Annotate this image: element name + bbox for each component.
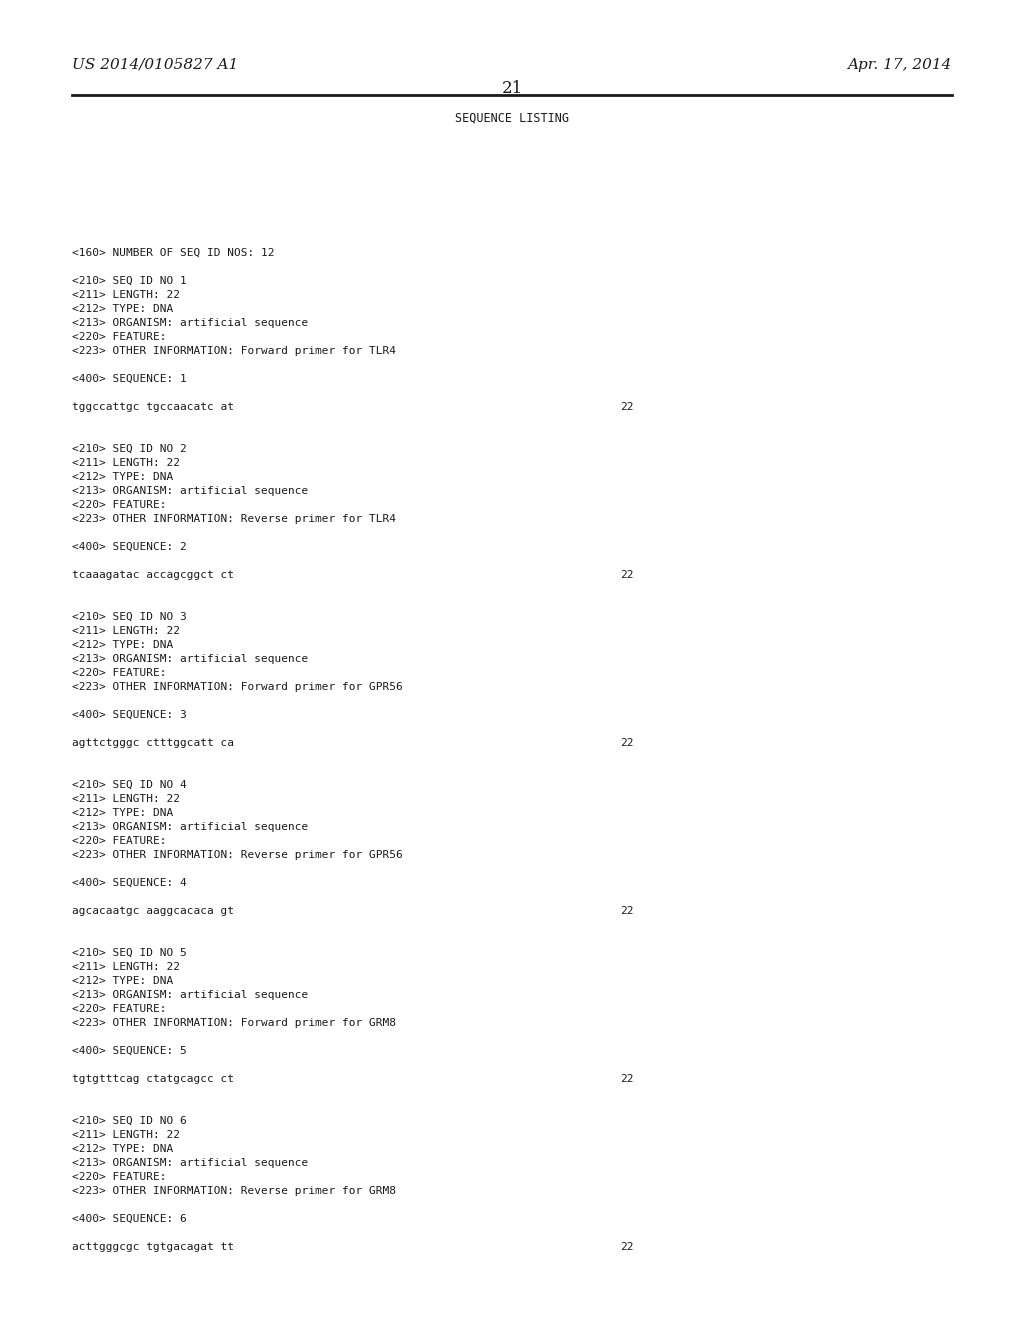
Text: <400> SEQUENCE: 4: <400> SEQUENCE: 4: [72, 878, 186, 888]
Text: <160> NUMBER OF SEQ ID NOS: 12: <160> NUMBER OF SEQ ID NOS: 12: [72, 248, 274, 257]
Text: 22: 22: [620, 403, 634, 412]
Text: <400> SEQUENCE: 1: <400> SEQUENCE: 1: [72, 374, 186, 384]
Text: tgtgtttcag ctatgcagcc ct: tgtgtttcag ctatgcagcc ct: [72, 1074, 234, 1084]
Text: <220> FEATURE:: <220> FEATURE:: [72, 668, 167, 678]
Text: <213> ORGANISM: artificial sequence: <213> ORGANISM: artificial sequence: [72, 1158, 308, 1168]
Text: <220> FEATURE:: <220> FEATURE:: [72, 836, 167, 846]
Text: agttctgggc ctttggcatt ca: agttctgggc ctttggcatt ca: [72, 738, 234, 748]
Text: <213> ORGANISM: artificial sequence: <213> ORGANISM: artificial sequence: [72, 318, 308, 327]
Text: <213> ORGANISM: artificial sequence: <213> ORGANISM: artificial sequence: [72, 990, 308, 1001]
Text: <210> SEQ ID NO 5: <210> SEQ ID NO 5: [72, 948, 186, 958]
Text: <212> TYPE: DNA: <212> TYPE: DNA: [72, 808, 173, 818]
Text: 22: 22: [620, 1074, 634, 1084]
Text: agcacaatgc aaggcacaca gt: agcacaatgc aaggcacaca gt: [72, 906, 234, 916]
Text: <212> TYPE: DNA: <212> TYPE: DNA: [72, 304, 173, 314]
Text: <400> SEQUENCE: 2: <400> SEQUENCE: 2: [72, 543, 186, 552]
Text: <223> OTHER INFORMATION: Forward primer for GPR56: <223> OTHER INFORMATION: Forward primer …: [72, 682, 402, 692]
Text: <220> FEATURE:: <220> FEATURE:: [72, 500, 167, 510]
Text: <220> FEATURE:: <220> FEATURE:: [72, 333, 167, 342]
Text: <213> ORGANISM: artificial sequence: <213> ORGANISM: artificial sequence: [72, 486, 308, 496]
Text: <220> FEATURE:: <220> FEATURE:: [72, 1172, 167, 1181]
Text: <210> SEQ ID NO 3: <210> SEQ ID NO 3: [72, 612, 186, 622]
Text: <212> TYPE: DNA: <212> TYPE: DNA: [72, 1144, 173, 1154]
Text: <400> SEQUENCE: 5: <400> SEQUENCE: 5: [72, 1045, 186, 1056]
Text: <212> TYPE: DNA: <212> TYPE: DNA: [72, 975, 173, 986]
Text: <211> LENGTH: 22: <211> LENGTH: 22: [72, 626, 180, 636]
Text: <212> TYPE: DNA: <212> TYPE: DNA: [72, 640, 173, 649]
Text: SEQUENCE LISTING: SEQUENCE LISTING: [455, 112, 569, 125]
Text: 22: 22: [620, 570, 634, 579]
Text: <211> LENGTH: 22: <211> LENGTH: 22: [72, 795, 180, 804]
Text: <400> SEQUENCE: 6: <400> SEQUENCE: 6: [72, 1214, 186, 1224]
Text: Apr. 17, 2014: Apr. 17, 2014: [848, 58, 952, 73]
Text: <213> ORGANISM: artificial sequence: <213> ORGANISM: artificial sequence: [72, 653, 308, 664]
Text: <210> SEQ ID NO 2: <210> SEQ ID NO 2: [72, 444, 186, 454]
Text: <211> LENGTH: 22: <211> LENGTH: 22: [72, 290, 180, 300]
Text: <223> OTHER INFORMATION: Forward primer for GRM8: <223> OTHER INFORMATION: Forward primer …: [72, 1018, 396, 1028]
Text: <211> LENGTH: 22: <211> LENGTH: 22: [72, 1130, 180, 1140]
Text: <223> OTHER INFORMATION: Reverse primer for TLR4: <223> OTHER INFORMATION: Reverse primer …: [72, 513, 396, 524]
Text: <212> TYPE: DNA: <212> TYPE: DNA: [72, 473, 173, 482]
Text: <210> SEQ ID NO 1: <210> SEQ ID NO 1: [72, 276, 186, 286]
Text: <220> FEATURE:: <220> FEATURE:: [72, 1005, 167, 1014]
Text: <213> ORGANISM: artificial sequence: <213> ORGANISM: artificial sequence: [72, 822, 308, 832]
Text: tggccattgc tgccaacatc at: tggccattgc tgccaacatc at: [72, 403, 234, 412]
Text: tcaaagatac accagcggct ct: tcaaagatac accagcggct ct: [72, 570, 234, 579]
Text: acttgggcgc tgtgacagat tt: acttgggcgc tgtgacagat tt: [72, 1242, 234, 1251]
Text: <211> LENGTH: 22: <211> LENGTH: 22: [72, 458, 180, 469]
Text: 22: 22: [620, 1242, 634, 1251]
Text: 21: 21: [502, 81, 522, 96]
Text: <223> OTHER INFORMATION: Reverse primer for GPR56: <223> OTHER INFORMATION: Reverse primer …: [72, 850, 402, 861]
Text: US 2014/0105827 A1: US 2014/0105827 A1: [72, 58, 239, 73]
Text: <400> SEQUENCE: 3: <400> SEQUENCE: 3: [72, 710, 186, 719]
Text: 22: 22: [620, 906, 634, 916]
Text: <210> SEQ ID NO 4: <210> SEQ ID NO 4: [72, 780, 186, 789]
Text: <223> OTHER INFORMATION: Reverse primer for GRM8: <223> OTHER INFORMATION: Reverse primer …: [72, 1185, 396, 1196]
Text: 22: 22: [620, 738, 634, 748]
Text: <223> OTHER INFORMATION: Forward primer for TLR4: <223> OTHER INFORMATION: Forward primer …: [72, 346, 396, 356]
Text: <210> SEQ ID NO 6: <210> SEQ ID NO 6: [72, 1115, 186, 1126]
Text: <211> LENGTH: 22: <211> LENGTH: 22: [72, 962, 180, 972]
